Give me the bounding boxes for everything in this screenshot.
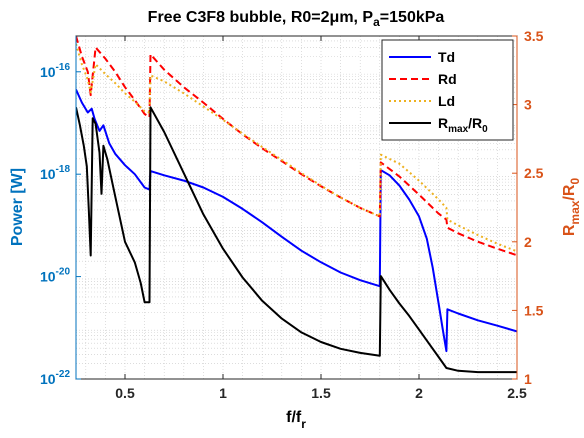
title-sub-a: a: [373, 15, 380, 29]
x-axis-label-main: f/f: [286, 409, 302, 426]
y-right-tick-label: 3.5: [524, 28, 544, 44]
legend: Td Rd Ld Rmax/R0: [381, 39, 514, 141]
y-left-tick-label: 10-20: [40, 267, 70, 285]
x-axis-label-sub: r: [301, 417, 306, 431]
x-tick-label: 0.5: [115, 385, 135, 401]
x-tick-label: 1.5: [311, 385, 331, 401]
y-left-tick-label: 10-16: [40, 62, 70, 80]
y-left-tick-label: 10-18: [40, 164, 70, 182]
y-right-tick-label: 2: [524, 234, 532, 250]
chart-title: Free C3F8 bubble, R0=2μm, Pa=150kPa: [148, 9, 445, 29]
title-tail: =150kPa: [380, 9, 445, 26]
x-axis-label: f/fr: [286, 409, 306, 431]
series-line-rmax-r0: [76, 106, 517, 374]
legend-label-rmax: Rmax/R0: [438, 115, 488, 135]
y-right-axis-label: Rmax/R0: [561, 178, 582, 237]
y-right-tick-label: 1.5: [524, 302, 544, 318]
legend-label-rd: Rd: [438, 71, 457, 87]
y-right-tick-label: 2.5: [524, 165, 544, 181]
x-tick-label: 2.5: [507, 385, 527, 401]
ticks: 0.5 1 1.5 2 2.5 10-22 10-20 10-18 10-16 1 1.5 2 2.5 3…: [40, 28, 544, 401]
title-m-pa: m, P: [339, 9, 373, 26]
title-mu: μ: [330, 9, 340, 26]
y-right-label-sub2: 0: [568, 178, 582, 185]
y-right-label-sub1: max: [568, 200, 582, 224]
x-tick-label: 1: [219, 385, 227, 401]
y-right-tick-label: 1: [524, 371, 532, 387]
series-line-td: [76, 89, 517, 353]
y-left-axis-label: Power [W]: [9, 168, 26, 246]
legend-label-td: Td: [438, 49, 455, 65]
series-layer: [76, 36, 517, 374]
title-main: Free C3F8 bubble, R0=2: [148, 9, 330, 26]
y-left-tick-label: 10-22: [40, 369, 70, 387]
legend-label-ld: Ld: [438, 93, 455, 109]
x-tick-label: 2: [415, 385, 423, 401]
y-right-label-mid: /R: [561, 184, 578, 200]
y-right-tick-label: 3: [524, 97, 532, 113]
series-line-rd: [76, 36, 517, 257]
y-right-label-main: R: [561, 224, 578, 236]
